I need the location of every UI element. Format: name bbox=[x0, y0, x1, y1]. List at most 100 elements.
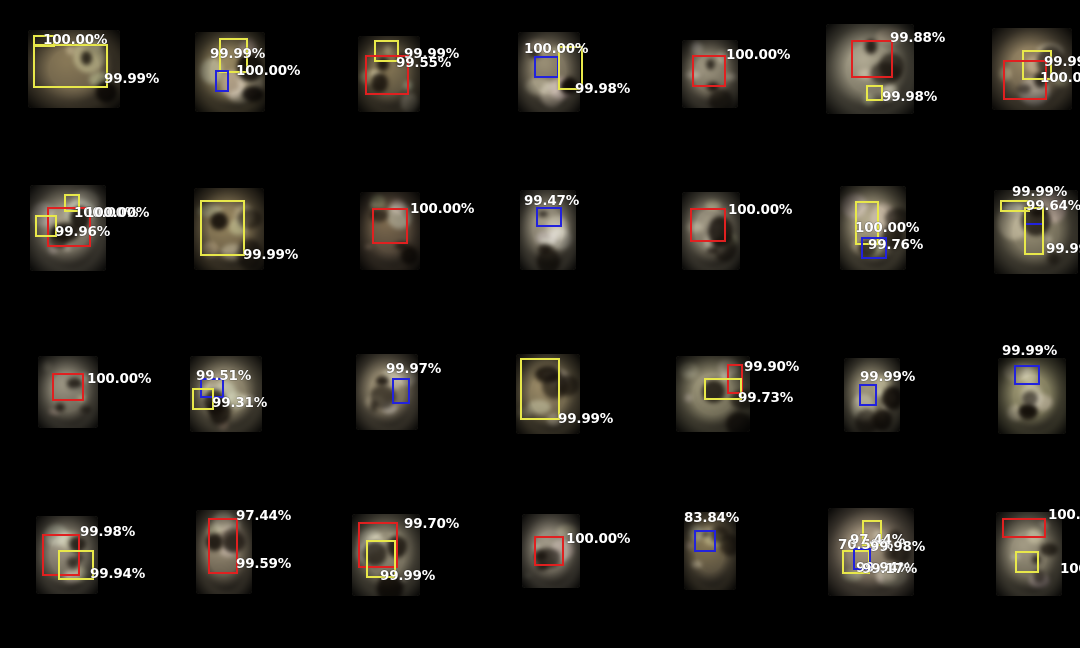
confidence-label: 99.99% bbox=[1012, 184, 1068, 200]
confidence-label: 99.94% bbox=[90, 566, 146, 582]
confidence-label: 99.99% bbox=[243, 247, 299, 263]
confidence-label: 100.00% bbox=[85, 205, 150, 221]
confidence-label: 100 bbox=[1060, 561, 1080, 577]
bounding-box-red bbox=[52, 373, 84, 401]
bounding-box-yellow bbox=[1000, 200, 1030, 212]
bounding-box-yellow bbox=[192, 388, 214, 410]
confidence-label: 100.00% bbox=[566, 531, 631, 547]
confidence-label: 99.99% bbox=[1044, 54, 1080, 70]
bounding-box-red bbox=[208, 518, 238, 574]
confidence-label: 100.00% bbox=[74, 205, 139, 221]
bounding-box-yellow bbox=[520, 358, 560, 420]
bounding-box-red bbox=[534, 536, 564, 566]
sample-image bbox=[360, 192, 420, 270]
bounding-box-red bbox=[1003, 60, 1047, 100]
confidence-label: 99.55% bbox=[396, 55, 452, 71]
confidence-label: 99.47% bbox=[524, 193, 580, 209]
sample-image bbox=[998, 358, 1066, 434]
sample-image bbox=[520, 190, 576, 270]
bounding-box-blue bbox=[215, 70, 229, 92]
confidence-label: 99.88% bbox=[890, 30, 946, 46]
sample-image bbox=[356, 354, 418, 430]
confidence-label: 100. bbox=[1048, 507, 1080, 523]
confidence-label: 99.98% bbox=[575, 81, 631, 97]
confidence-label: 99.64% bbox=[1026, 198, 1080, 214]
bounding-box-red bbox=[692, 55, 726, 87]
confidence-label: 99.96% bbox=[55, 224, 111, 240]
confidence-label: 99.73% bbox=[738, 390, 794, 406]
confidence-label: 99.99% bbox=[404, 46, 460, 62]
confidence-label: 99.99% bbox=[860, 369, 916, 385]
confidence-label: 99.99% bbox=[1046, 241, 1080, 257]
confidence-label: 99.51% bbox=[196, 368, 252, 384]
bounding-box-yellow bbox=[58, 550, 94, 580]
confidence-label: 83.84% bbox=[684, 510, 740, 526]
bounding-box-red bbox=[372, 208, 408, 244]
confidence-label: 97.44% bbox=[236, 508, 292, 524]
bounding-box-yellow bbox=[866, 85, 883, 101]
sample-image bbox=[36, 516, 98, 594]
bounding-box-blue bbox=[536, 207, 562, 227]
sample-image bbox=[522, 514, 580, 588]
confidence-label: 100.00% bbox=[728, 202, 793, 218]
bounding-box-yellow bbox=[558, 46, 583, 90]
confidence-label: 99.99% bbox=[104, 71, 160, 87]
bounding-box-yellow bbox=[33, 44, 108, 88]
bounding-box-yellow bbox=[33, 35, 55, 47]
bounding-box-red bbox=[690, 208, 726, 242]
bounding-box-yellow bbox=[366, 540, 396, 578]
confidence-label: 99.98% bbox=[80, 524, 136, 540]
bounding-box-blue bbox=[861, 237, 887, 259]
bounding-box-yellow bbox=[704, 378, 742, 400]
confidence-label: 100.00% bbox=[410, 201, 475, 217]
bounding-box-yellow bbox=[200, 200, 245, 256]
confidence-label: 100.00% bbox=[524, 41, 589, 57]
bounding-box-yellow bbox=[855, 201, 879, 245]
sample-image bbox=[682, 192, 740, 270]
confidence-label: 100.00% bbox=[726, 47, 791, 63]
confidence-label: 99.94% bbox=[856, 560, 912, 576]
confidence-label: 99.99% bbox=[1002, 343, 1058, 359]
bounding-box-yellow bbox=[35, 215, 57, 237]
bounding-box-blue bbox=[1014, 365, 1040, 385]
confidence-label: 70.59% bbox=[838, 537, 894, 553]
bounding-box-yellow bbox=[374, 40, 399, 62]
bounding-box-red bbox=[1002, 518, 1046, 538]
bounding-box-yellow bbox=[862, 520, 882, 546]
bounding-box-red bbox=[42, 534, 80, 576]
bounding-box-red bbox=[851, 40, 893, 78]
bounding-box-blue bbox=[853, 548, 871, 570]
confidence-label: 100.00% bbox=[43, 32, 108, 48]
confidence-label: 99.99% bbox=[380, 568, 436, 584]
confidence-label: 99.17% bbox=[862, 561, 918, 577]
confidence-label: 97.44% bbox=[850, 532, 906, 548]
bounding-box-blue bbox=[859, 384, 877, 406]
sample-image bbox=[30, 185, 106, 271]
confidence-label: 99.90% bbox=[744, 359, 800, 375]
sample-image bbox=[196, 510, 252, 594]
bounding-box-red bbox=[47, 207, 91, 247]
confidence-label: 100.00% bbox=[1040, 70, 1080, 86]
sample-image bbox=[518, 32, 580, 112]
bounding-box-yellow bbox=[219, 38, 248, 73]
